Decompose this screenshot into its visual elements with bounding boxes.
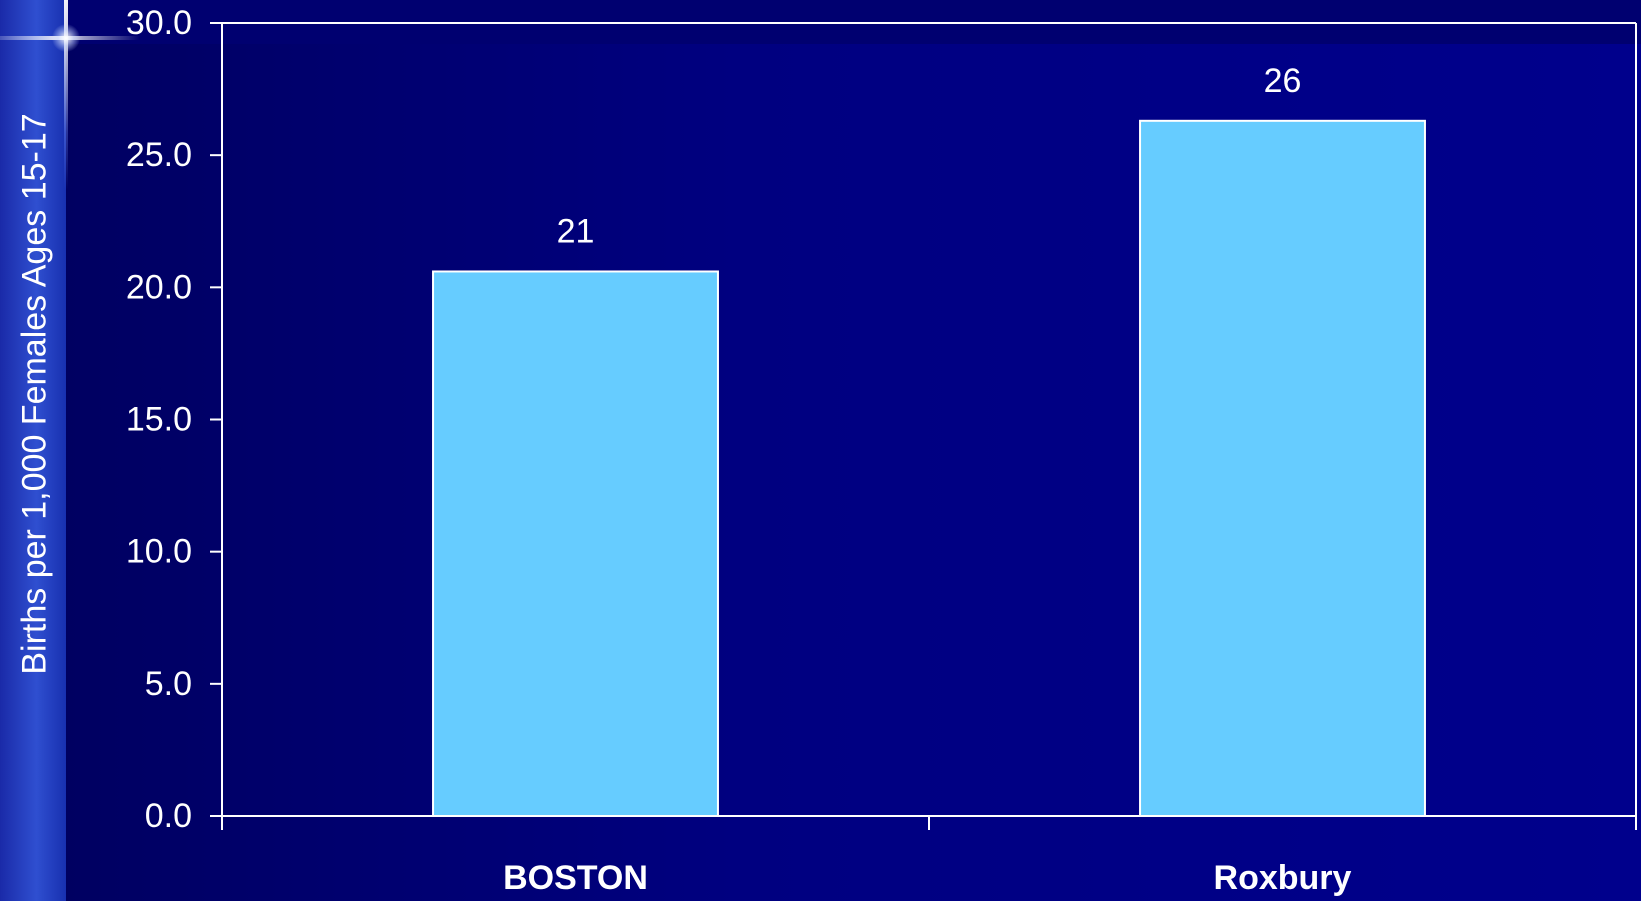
x-tick-label: Roxbury xyxy=(1214,859,1352,897)
y-tick-label: 15.0 xyxy=(126,401,192,439)
y-tick-label: 5.0 xyxy=(145,665,192,703)
data-label: 21 xyxy=(557,212,595,250)
sparkle-vertical-line xyxy=(64,0,68,190)
y-tick-label: 20.0 xyxy=(126,268,192,306)
y-axis-label: Births per 1,000 Females Ages 15-17 xyxy=(15,113,54,675)
y-tick-label: 25.0 xyxy=(126,136,192,174)
y-tick-label: 0.0 xyxy=(145,797,192,835)
bar-roxbury xyxy=(1139,119,1426,817)
y-tick-label: 30.0 xyxy=(126,4,192,42)
left-accent-stripe xyxy=(0,0,66,901)
bar-boston xyxy=(432,270,719,817)
data-label: 26 xyxy=(1264,62,1302,100)
x-tick-label: BOSTON xyxy=(503,859,648,897)
sparkle-star-icon xyxy=(52,24,80,52)
y-tick-label: 10.0 xyxy=(126,533,192,571)
